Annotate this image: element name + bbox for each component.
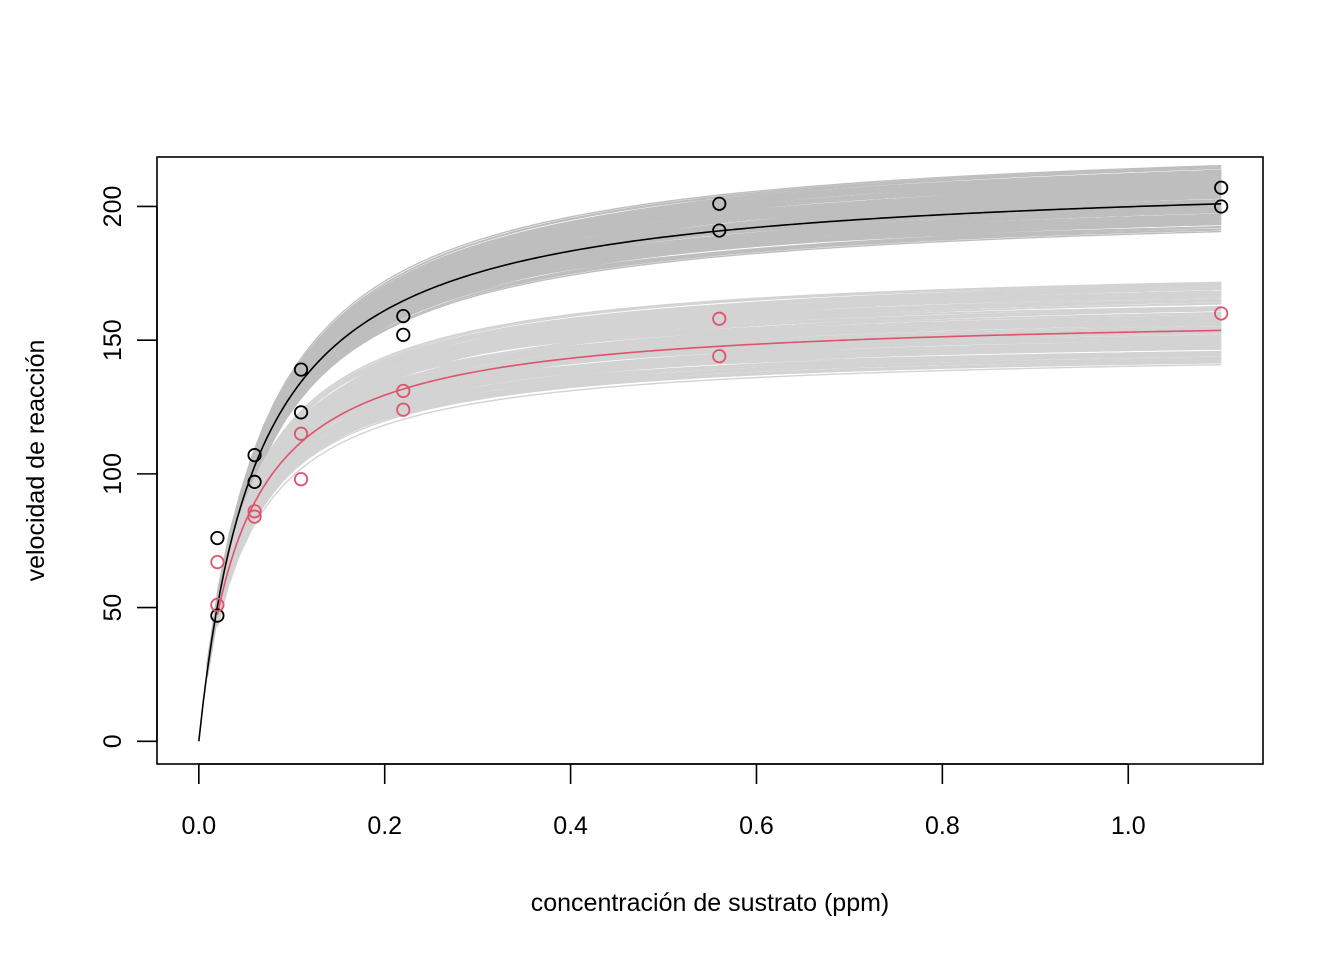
band-curve-treated — [206, 164, 1222, 668]
band-curve-untreated — [216, 300, 1222, 624]
band-curve-treated — [206, 216, 1222, 671]
band-curve-untreated — [216, 283, 1222, 606]
data-point-untreated — [396, 402, 411, 417]
data-point-treated — [1214, 199, 1229, 214]
band-curve-untreated — [216, 337, 1222, 618]
band-curve-treated — [206, 228, 1222, 671]
data-point-treated — [210, 608, 225, 623]
band-curve-untreated — [216, 358, 1222, 620]
band-curve-untreated — [216, 345, 1222, 604]
data-point-treated — [396, 327, 411, 342]
data-point-untreated — [210, 555, 225, 570]
band-curve-treated — [206, 172, 1222, 674]
band-curve-untreated — [216, 344, 1222, 602]
data-point-treated — [247, 474, 262, 489]
band-curve-untreated — [216, 314, 1222, 609]
data-point-treated — [247, 448, 262, 463]
data-points — [210, 180, 1229, 623]
band-curve-untreated — [216, 281, 1222, 604]
band-curve-treated — [206, 230, 1222, 674]
data-point-treated — [712, 223, 727, 238]
y-tick-label: 200 — [99, 186, 127, 228]
data-point-untreated — [210, 597, 225, 613]
band-curve-untreated — [216, 321, 1222, 617]
fit-curve-untreated — [216, 329, 1222, 615]
data-point-treated — [210, 530, 225, 546]
data-point-untreated — [247, 509, 262, 524]
x-tick-label: 0.6 — [739, 812, 774, 840]
band-curve-untreated — [216, 308, 1222, 622]
band-curve-treated — [206, 190, 1222, 674]
y-tick-label: 150 — [99, 319, 127, 361]
y-axis-title: velocidad de reacción — [22, 340, 50, 582]
band-curve-treated — [206, 211, 1222, 676]
y-tick-label: 100 — [99, 453, 127, 495]
band-curve-untreated — [216, 284, 1222, 614]
y-tick-label: 50 — [99, 594, 127, 622]
fit-curve-treated — [198, 203, 1222, 742]
data-point-treated — [396, 308, 411, 324]
data-point-treated — [293, 405, 309, 420]
data-point-untreated — [712, 349, 727, 364]
band-curve-treated — [206, 219, 1222, 674]
band-curve-treated — [206, 180, 1222, 669]
fitted-curves — [198, 203, 1222, 742]
band-curve-untreated — [216, 294, 1222, 617]
data-point-untreated — [247, 504, 262, 519]
band-curve-untreated — [216, 318, 1222, 614]
data-point-treated — [1214, 180, 1229, 195]
x-tick-label: 0.0 — [181, 812, 216, 840]
band-curve-untreated — [216, 361, 1222, 623]
x-tick-label: 0.2 — [367, 812, 402, 840]
y-axis: 0 50 100 150 200 — [99, 186, 158, 748]
band-curve-untreated — [216, 364, 1222, 628]
data-point-untreated — [293, 426, 309, 441]
band-curve-untreated — [216, 292, 1222, 604]
band-curve-treated — [206, 166, 1222, 669]
band-curve-treated — [206, 186, 1222, 670]
data-point-untreated — [396, 383, 411, 399]
x-tick-label: 0.4 — [553, 812, 588, 840]
band-curve-untreated — [216, 347, 1222, 604]
data-point-untreated — [293, 472, 309, 487]
data-point-treated — [293, 362, 309, 377]
data-point-treated — [712, 196, 727, 211]
data-point-untreated — [1214, 306, 1229, 321]
band-curve-untreated — [216, 316, 1222, 613]
band-curve-untreated — [216, 327, 1222, 614]
band-curve-treated — [206, 221, 1222, 676]
band-curve-untreated — [216, 352, 1222, 616]
band-curve-treated — [206, 213, 1222, 674]
band-curve-untreated — [216, 295, 1222, 605]
y-tick-label: 0 — [99, 734, 127, 748]
x-axis: 0.0 0.2 0.4 0.6 0.8 1.0 — [181, 763, 1146, 840]
x-axis-title: concentración de sustrato (ppm) — [531, 889, 890, 917]
data-point-untreated — [712, 311, 727, 326]
band-curve-untreated — [216, 290, 1222, 605]
x-tick-label: 1.0 — [1111, 812, 1146, 840]
x-tick-label: 0.8 — [925, 812, 960, 840]
